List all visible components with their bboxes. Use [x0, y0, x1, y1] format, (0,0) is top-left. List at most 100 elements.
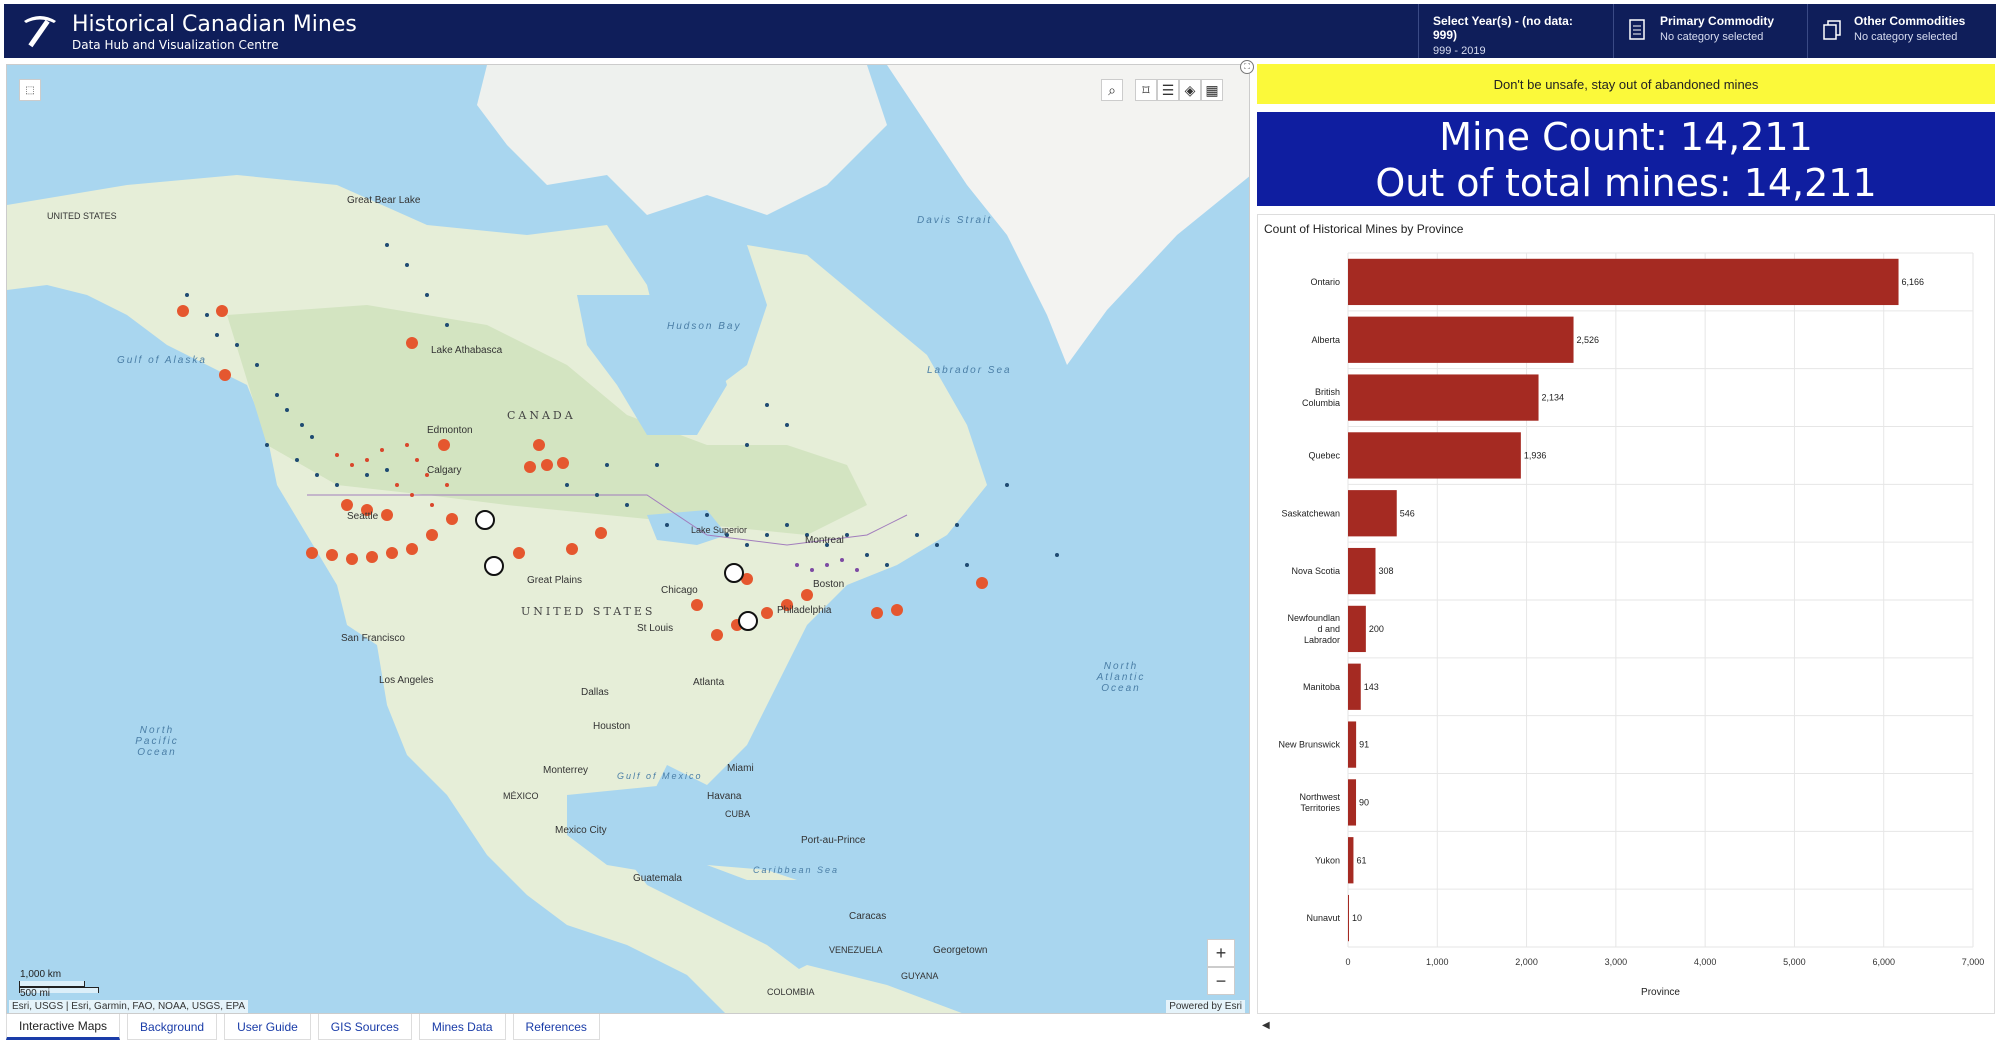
other-commodities-title: Other Commodities: [1854, 14, 1966, 28]
bar-newfoundland-and-labrador[interactable]: [1348, 605, 1366, 653]
brand: Historical Canadian Mines Data Hub and V…: [18, 10, 357, 56]
tab-references[interactable]: References: [512, 1014, 600, 1040]
label-caracas: Caracas: [849, 911, 887, 922]
bar-alberta[interactable]: [1348, 316, 1574, 363]
mine-points-alberta-layer: [335, 443, 449, 507]
label-caribbean: Caribbean Sea: [753, 865, 840, 875]
bookmark-icon[interactable]: ⌑: [1135, 79, 1157, 101]
label-st-louis: St Louis: [637, 623, 674, 634]
category-label: Nova Scotia: [1291, 566, 1340, 576]
scale-bar: 1,000 km 500 mi: [19, 969, 99, 999]
label-cuba: CUBA: [725, 809, 751, 819]
bar-value-label: 1,936: [1524, 450, 1547, 460]
powered-by-esri[interactable]: Powered by Esri: [1166, 1000, 1245, 1013]
year-filter[interactable]: Select Year(s) - (no data: 999) 999 - 20…: [1418, 4, 1613, 58]
label-davis-strait: Davis Strait: [917, 215, 993, 226]
label-gulf-of-mexico: Gulf of Mexico: [617, 771, 703, 781]
safety-banner: Don't be unsafe, stay out of abandoned m…: [1257, 64, 1995, 104]
label-gulf-of-alaska: Gulf of Alaska: [117, 355, 207, 366]
category-label: Newfoundlan: [1287, 613, 1340, 623]
label-los-angeles: Los Angeles: [379, 675, 434, 686]
bar-nova-scotia[interactable]: [1348, 547, 1376, 595]
bar-new-brunswick[interactable]: [1348, 721, 1357, 768]
year-filter-value: 999 - 2019: [1433, 45, 1486, 57]
tab-background[interactable]: Background: [127, 1014, 218, 1040]
tab-gis-sources[interactable]: GIS Sources: [317, 1014, 412, 1040]
label-hudson-bay: Hudson Bay: [667, 321, 742, 332]
map-view[interactable]: ⬚ ⌕ ⌑ ☰ ◈ ▦ + − Great Bear Lake Lake Ath…: [6, 64, 1250, 1014]
year-filter-title: Select Year(s) - (no data: 999): [1433, 14, 1573, 42]
app-subtitle: Data Hub and Visualization Centre: [72, 38, 279, 52]
bar-yukon[interactable]: [1348, 837, 1354, 884]
label-port-au-prince: Port-au-Prince: [801, 835, 866, 846]
app-header: Historical Canadian Mines Data Hub and V…: [0, 0, 2000, 58]
bottom-tab-bar: Interactive Maps Background User Guide GIS …: [6, 1014, 607, 1044]
label-seattle: Seattle: [347, 511, 379, 522]
other-commodities-filter[interactable]: Other Commodities No category selected: [1807, 4, 2000, 58]
bar-value-label: 61: [1356, 855, 1366, 865]
label-mexico: MÉXICO: [503, 791, 539, 801]
label-monterrey: Monterrey: [543, 765, 589, 776]
app-title: Historical Canadian Mines: [72, 12, 357, 37]
bar-value-label: 90: [1359, 797, 1369, 807]
category-label: Yukon: [1315, 855, 1340, 865]
label-montreal: Montreal: [805, 535, 844, 546]
label-lake-superior: Lake Superior: [691, 525, 748, 535]
greenland-shape: [887, 65, 1249, 365]
layers-icon[interactable]: ◈: [1179, 79, 1201, 101]
scroll-left-icon[interactable]: ◀: [1262, 1020, 1270, 1031]
south-america-shape: [747, 965, 962, 1013]
expand-icon[interactable]: ⛶: [1240, 60, 1254, 74]
bar-saskatchewan[interactable]: [1348, 490, 1397, 537]
zoom-in-button[interactable]: +: [1207, 939, 1235, 967]
qr-icon[interactable]: ▦: [1201, 79, 1223, 101]
legend-icon[interactable]: ☰: [1157, 79, 1179, 101]
chart-title: Count of Historical Mines by Province: [1264, 222, 1464, 236]
zoom-out-button[interactable]: −: [1207, 967, 1235, 995]
bar-quebec[interactable]: [1348, 432, 1521, 479]
bar-manitoba[interactable]: [1348, 663, 1361, 710]
bar-northwest-territories[interactable]: [1348, 779, 1357, 826]
bar-value-label: 200: [1369, 624, 1384, 634]
hudson-bay-shape: [577, 295, 727, 435]
category-label: Nunavut: [1306, 913, 1340, 923]
label-colombia: COLOMBIA: [767, 987, 815, 997]
tab-user-guide[interactable]: User Guide: [224, 1014, 311, 1040]
arctic-islands-shape: [477, 65, 887, 215]
label-north-pacific: North Pacific Ocean: [135, 725, 179, 758]
label-labrador-sea: Labrador Sea: [927, 365, 1012, 376]
label-philadelphia: Philadelphia: [777, 605, 832, 616]
label-atlanta: Atlanta: [693, 677, 725, 688]
scale-bar-km: 1,000 km: [19, 969, 85, 987]
mine-points-layer: [185, 243, 1059, 567]
category-label: Territories: [1300, 803, 1340, 813]
other-commodities-value: No category selected: [1854, 31, 1958, 43]
label-houston: Houston: [593, 721, 631, 732]
pickaxe-icon: [24, 16, 56, 48]
bar-value-label: 2,526: [1577, 335, 1600, 345]
search-icon[interactable]: ⌕: [1101, 79, 1123, 101]
label-united-states: UNITED STATES: [521, 605, 656, 618]
x-tick-label: 2,000: [1515, 957, 1538, 967]
label-canada: CANADA: [507, 409, 576, 422]
select-tool-icon[interactable]: ⬚: [19, 79, 41, 101]
x-tick-label: 5,000: [1783, 957, 1806, 967]
gulf-of-mexico-shape: [567, 785, 727, 875]
category-label: Northwest: [1299, 792, 1340, 802]
province-bar-chart: 0 1,000 2,000 3,000 4,000 5,000 6,000 7,000 6,16…: [1278, 252, 1985, 998]
x-tick-label: 7,000: [1962, 957, 1985, 967]
bar-british-columbia[interactable]: [1348, 374, 1539, 421]
label-edmonton: Edmonton: [427, 425, 473, 436]
great-lakes-shape: [647, 510, 727, 545]
bar-value-label: 91: [1359, 740, 1369, 750]
info-markers: [475, 510, 758, 631]
bar-ontario[interactable]: [1348, 258, 1899, 306]
bar-value-label: 143: [1364, 682, 1379, 692]
total-mines-line: Out of total mines: 14,211: [1375, 161, 1877, 205]
category-label: Saskatchewan: [1281, 508, 1340, 518]
bar-nunavut[interactable]: [1348, 894, 1349, 942]
tab-mines-data[interactable]: Mines Data: [418, 1014, 506, 1040]
primary-commodity-filter[interactable]: Primary Commodity No category selected: [1613, 4, 1807, 58]
tab-interactive-maps[interactable]: Interactive Maps: [6, 1014, 121, 1040]
scale-bar-mi: 500 mi: [19, 987, 99, 999]
